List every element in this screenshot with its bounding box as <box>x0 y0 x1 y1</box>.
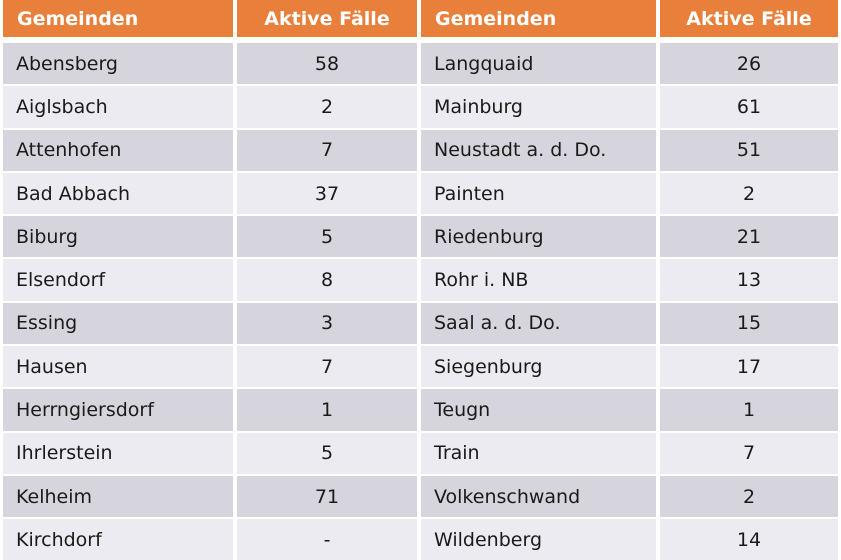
table-row: Abensberg 58 Langquaid 26 <box>3 43 838 85</box>
municipality-cell: Attenhofen <box>3 129 233 171</box>
header-active-cases-left: Aktive Fälle <box>237 0 417 37</box>
municipality-cell: Painten <box>421 172 656 215</box>
active-cases-cell: 71 <box>237 475 417 518</box>
active-cases-cell: 7 <box>237 129 417 171</box>
active-cases-cell: - <box>237 519 417 560</box>
active-cases-cell: 61 <box>660 86 838 128</box>
active-cases-cell: 2 <box>237 86 417 128</box>
active-cases-cell: 5 <box>237 216 417 258</box>
municipality-cell: Abensberg <box>3 43 233 85</box>
active-cases-cell: 15 <box>660 302 838 345</box>
table-row: Essing 3 Saal a. d. Do. 15 <box>3 302 838 345</box>
active-cases-cell: 7 <box>237 346 417 388</box>
municipality-cell: Langquaid <box>421 43 656 85</box>
municipality-cell: Herrngiersdorf <box>3 389 233 431</box>
active-cases-cell: 37 <box>237 172 417 215</box>
table-header-row: Gemeinden Aktive Fälle Gemeinden Aktive … <box>3 0 838 37</box>
header-active-cases-right: Aktive Fälle <box>660 0 838 37</box>
active-cases-cell: 58 <box>237 43 417 85</box>
active-cases-cell: 1 <box>237 389 417 431</box>
active-cases-cell: 2 <box>660 172 838 215</box>
table-row: Biburg 5 Riedenburg 21 <box>3 216 838 258</box>
table-row: Kirchdorf - Wildenberg 14 <box>3 519 838 560</box>
active-cases-cell: 8 <box>237 259 417 301</box>
table-row: Ihrlerstein 5 Train 7 <box>3 432 838 474</box>
table-row: Bad Abbach 37 Painten 2 <box>3 172 838 215</box>
active-cases-cell: 1 <box>660 389 838 431</box>
active-cases-cell: 13 <box>660 259 838 301</box>
active-cases-cell: 21 <box>660 216 838 258</box>
header-municipality-right: Gemeinden <box>421 0 656 37</box>
municipality-cell: Wildenberg <box>421 519 656 560</box>
municipality-cell: Riedenburg <box>421 216 656 258</box>
municipality-cell: Kirchdorf <box>3 519 233 560</box>
active-cases-cell: 14 <box>660 519 838 560</box>
municipality-cell: Mainburg <box>421 86 656 128</box>
table-row: Aiglsbach 2 Mainburg 61 <box>3 86 838 128</box>
header-municipality-left: Gemeinden <box>3 0 233 37</box>
active-cases-cell: 51 <box>660 129 838 171</box>
municipality-cell: Bad Abbach <box>3 172 233 215</box>
municipality-cell: Essing <box>3 302 233 345</box>
municipality-cell: Elsendorf <box>3 259 233 301</box>
active-cases-cell: 3 <box>237 302 417 345</box>
table-row: Hausen 7 Siegenburg 17 <box>3 346 838 388</box>
active-cases-cell: 7 <box>660 432 838 474</box>
table-row: Kelheim 71 Volkenschwand 2 <box>3 475 838 518</box>
municipality-cell: Teugn <box>421 389 656 431</box>
active-cases-cell: 2 <box>660 475 838 518</box>
municipality-cell: Kelheim <box>3 475 233 518</box>
municipality-cell: Neustadt a. d. Do. <box>421 129 656 171</box>
municipality-cell: Siegenburg <box>421 346 656 388</box>
municipality-cell: Rohr i. NB <box>421 259 656 301</box>
table-row: Herrngiersdorf 1 Teugn 1 <box>3 389 838 431</box>
municipality-cell: Saal a. d. Do. <box>421 302 656 345</box>
municipality-cell: Aiglsbach <box>3 86 233 128</box>
municipality-cell: Ihrlerstein <box>3 432 233 474</box>
municipality-cell: Biburg <box>3 216 233 258</box>
municipality-cell: Hausen <box>3 346 233 388</box>
table-body: Abensberg 58 Langquaid 26 Aiglsbach 2 Ma… <box>3 43 838 560</box>
active-cases-cell: 5 <box>237 432 417 474</box>
table-row: Elsendorf 8 Rohr i. NB 13 <box>3 259 838 301</box>
table-row: Attenhofen 7 Neustadt a. d. Do. 51 <box>3 129 838 171</box>
municipality-cell: Train <box>421 432 656 474</box>
municipality-cell: Volkenschwand <box>421 475 656 518</box>
active-cases-cell: 26 <box>660 43 838 85</box>
active-cases-cell: 17 <box>660 346 838 388</box>
